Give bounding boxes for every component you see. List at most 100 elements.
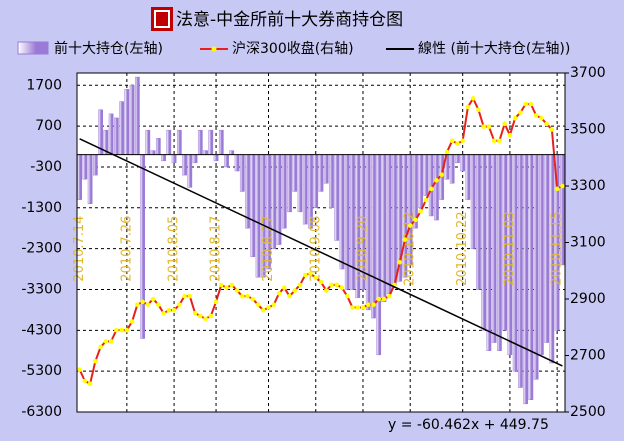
bar — [544, 154, 549, 343]
line-marker — [376, 296, 382, 302]
bar — [371, 154, 376, 319]
bar — [140, 154, 145, 339]
title-icon-mark — [154, 10, 170, 28]
bar — [518, 154, 523, 388]
line-marker — [135, 302, 140, 307]
legend-label: 線性 (前十大持仓(左轴)) — [418, 40, 570, 57]
bar — [465, 154, 471, 200]
line-marker — [497, 138, 502, 144]
bar — [239, 154, 245, 192]
line-marker — [182, 293, 187, 299]
bar — [287, 154, 292, 213]
x-tick-label: 2010.11.03 — [502, 211, 517, 285]
bar — [208, 129, 214, 155]
line-marker — [407, 223, 413, 228]
bar — [381, 154, 387, 302]
line-marker — [250, 296, 256, 302]
line-marker — [98, 344, 103, 350]
bar — [491, 154, 497, 343]
bar — [119, 101, 124, 155]
axes: -6300 -5300 -4300 -3300 -2300 -1300 -300 700 170… — [21, 65, 605, 433]
line-marker — [255, 302, 261, 307]
bar — [224, 154, 229, 168]
line-marker — [428, 186, 434, 192]
y2-tick-label: 3100 — [570, 235, 606, 251]
line-marker — [213, 299, 219, 305]
bar — [313, 154, 319, 209]
line-marker — [350, 305, 355, 310]
bar — [124, 89, 130, 155]
y-tick-label: -1300 — [21, 200, 62, 216]
line-marker — [549, 127, 555, 132]
plot-frame — [76, 72, 566, 413]
line-marker — [355, 305, 361, 310]
bar — [108, 113, 114, 155]
line-marker — [156, 302, 161, 307]
title-icon — [151, 7, 173, 31]
bar — [539, 154, 544, 356]
y2-tick-label: 3500 — [570, 122, 606, 138]
bar — [350, 154, 355, 290]
bar — [176, 129, 182, 155]
line-marker — [108, 339, 114, 344]
bar — [155, 138, 161, 155]
line-marker — [145, 302, 151, 307]
line-marker — [339, 285, 345, 291]
line-marker — [114, 327, 119, 333]
y-tick-label: -6300 — [21, 404, 62, 420]
y2-tick-label: 2900 — [570, 291, 606, 307]
legend: 前十大持仓(左轴) 沪深300收盘(右轴) 線性 (前十大持仓(左轴)) — [17, 40, 570, 57]
y-tick-label: -4300 — [21, 322, 62, 338]
line-marker — [150, 296, 156, 302]
line-marker — [229, 282, 235, 288]
line-marker — [129, 319, 135, 324]
bar — [434, 154, 439, 221]
line-marker — [491, 138, 497, 144]
line-marker — [208, 313, 214, 319]
y2-tick-label: 3700 — [570, 65, 606, 81]
bar — [87, 154, 93, 204]
line-marker — [444, 149, 450, 155]
line-marker — [192, 310, 198, 316]
bar — [134, 76, 140, 155]
lines — [77, 96, 565, 387]
line-marker — [455, 141, 460, 146]
line-marker — [203, 316, 208, 322]
bar — [386, 154, 392, 294]
line-marker — [560, 183, 565, 189]
line-marker — [234, 288, 240, 293]
line-marker — [533, 113, 539, 118]
bar — [297, 154, 303, 213]
bar — [470, 154, 476, 249]
bar — [145, 129, 151, 155]
line-marker — [507, 132, 513, 138]
bar — [334, 154, 340, 241]
line-marker — [87, 381, 93, 387]
line-marker — [318, 279, 324, 285]
legend-swatch — [17, 41, 49, 55]
line-marker — [470, 96, 476, 101]
bar — [276, 154, 282, 245]
date-labels: 2010.7.14 2010.7.26 2010.8.05 2010.8.17 2010… — [72, 211, 565, 285]
y-tick-label: -300 — [30, 159, 62, 175]
x-tick-label: 2010.10.22 — [455, 211, 470, 285]
line-marker — [439, 172, 444, 177]
bar — [533, 154, 539, 380]
bar — [339, 154, 345, 270]
trendline-equation: y = -60.462x + 449.75 — [388, 417, 549, 433]
line-marker — [371, 302, 376, 307]
line-marker — [93, 358, 98, 364]
bar — [229, 150, 235, 155]
bar — [376, 154, 382, 356]
line-marker — [219, 282, 224, 288]
bar — [77, 154, 82, 200]
line-marker — [539, 115, 544, 121]
line-marker — [386, 293, 392, 299]
line-marker — [313, 275, 319, 281]
line-marker — [381, 296, 387, 302]
line-marker — [486, 124, 492, 129]
chart-title: 法意-中金所前十大券商持仓图 — [176, 10, 403, 30]
bar — [234, 154, 240, 172]
bar — [161, 154, 166, 162]
